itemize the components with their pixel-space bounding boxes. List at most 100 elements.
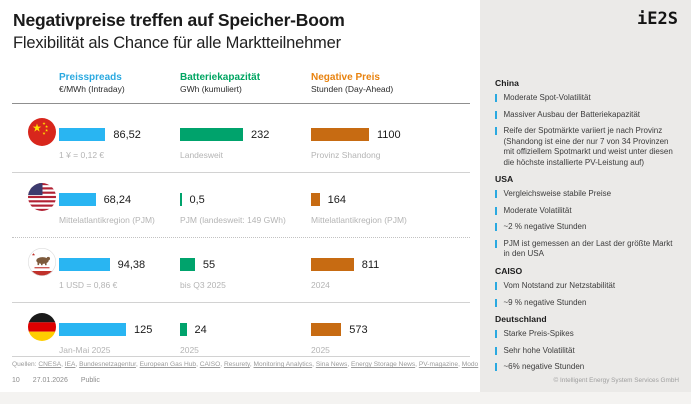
source-link[interactable]: Energy Storage News xyxy=(351,361,416,368)
cell-battery-capacity: 0,5 PJM (landesweit: 149 GWh) xyxy=(180,193,286,225)
sidebar-bullet: Starke Preis-Spikes xyxy=(495,329,680,340)
source-link[interactable]: Bundesnetzagentur xyxy=(79,361,136,368)
sidebar-bullet: ~2 % negative Stunden xyxy=(495,222,680,233)
bullet-text: Vom Notstand zur Netzstabilität xyxy=(503,281,616,291)
sidebar-bullet: ~6% negative Stunden xyxy=(495,362,680,373)
cell-price-spread: 86,52 1 ¥ = 0,12 € xyxy=(59,128,141,160)
cell-battery-capacity: 232 Landesweit xyxy=(180,128,269,160)
sidebar-bullet: PJM ist gemessen an der Last der größte … xyxy=(495,239,680,260)
bar-value: 86,52 xyxy=(113,128,141,141)
battery-capacity-bar xyxy=(180,258,195,271)
sidebar-bullet: Sehr hohe Volatilität xyxy=(495,346,680,357)
sidebar-bullet: Massiver Ausbau der Batteriekapazität xyxy=(495,110,680,121)
germany-flag-icon xyxy=(28,313,56,341)
bullet-text: Starke Preis-Spikes xyxy=(503,329,574,339)
bar-note: 2025 xyxy=(180,345,199,355)
bullet-marker-icon xyxy=(495,298,497,307)
slide-main-area: Negativpreise treffen auf Speicher-Boom … xyxy=(0,0,480,392)
bar-value: 232 xyxy=(251,128,270,141)
bar-note: 1 USD = 0,86 € xyxy=(59,280,118,290)
cell-negative-hours: 164 Mittelatlantikregion (PJM) xyxy=(311,193,407,225)
page-number: 10 xyxy=(12,377,20,384)
bullet-text: Sehr hohe Volatilität xyxy=(503,345,575,355)
source-link[interactable]: IEA xyxy=(64,361,76,368)
bar-note: Provinz Shandong xyxy=(311,150,381,160)
source-link[interactable]: Modo xyxy=(461,361,479,368)
cell-price-spread: 125 Jan-Mai 2025 xyxy=(59,323,152,355)
bar-value: 811 xyxy=(361,258,380,271)
bullet-marker-icon xyxy=(495,127,497,136)
bullet-marker-icon xyxy=(495,239,497,248)
cell-negative-hours: 573 2025 xyxy=(311,323,368,355)
row-divider xyxy=(12,356,470,357)
column-unit: €/MWh (Intraday) xyxy=(59,84,125,94)
row-divider-dotted xyxy=(12,237,470,238)
negative-hours-bar xyxy=(311,193,320,206)
slide-title: Negativpreise treffen auf Speicher-Boom xyxy=(13,10,345,30)
bullet-marker-icon xyxy=(495,363,497,372)
source-link[interactable]: European Gas Hub xyxy=(139,361,197,368)
bullet-marker-icon xyxy=(495,206,497,215)
bar-note: Mittelatlantikregion (PJM) xyxy=(59,215,155,225)
page-footer: 10 27.01.2026 Public xyxy=(12,377,100,384)
header-divider xyxy=(12,103,470,104)
bullet-text: PJM ist gemessen an der Last der größte … xyxy=(503,238,673,259)
bar-value: 1100 xyxy=(377,128,401,141)
bullet-text: ~6% negative Stunden xyxy=(503,362,585,372)
source-link[interactable]: Monitoring Analytics xyxy=(253,361,313,368)
price-spread-bar xyxy=(59,258,110,271)
table-row-germany: 125 Jan-Mai 2025 24 2025 573 2025 xyxy=(0,307,480,367)
battery-capacity-bar xyxy=(180,323,187,336)
bullet-text: Moderate Spot-Volatilität xyxy=(503,93,591,102)
column-header-negative-preis: Negative Preis Stunden (Day-Ahead) xyxy=(311,72,393,94)
negative-hours-bar xyxy=(311,323,342,336)
column-unit: Stunden (Day-Ahead) xyxy=(311,84,394,94)
source-link[interactable]: Resurety xyxy=(223,361,250,368)
price-spread-bar xyxy=(59,128,106,141)
bar-value: 68,24 xyxy=(103,193,132,206)
price-spread-bar xyxy=(59,323,126,336)
source-link[interactable]: Sina News xyxy=(315,361,348,368)
bullet-marker-icon xyxy=(495,282,497,291)
column-unit: GWh (kumuliert) xyxy=(180,84,242,94)
battery-capacity-bar xyxy=(180,193,182,206)
negative-hours-bar xyxy=(311,258,354,271)
column-header-batteriekapazitaet: Batteriekapazität GWh (kumuliert) xyxy=(180,72,260,94)
bullet-text: Reife der Spotmärkte variiert je nach Pr… xyxy=(503,126,673,167)
bar-value: 164 xyxy=(327,193,346,206)
bar-note: Mittelatlantikregion (PJM) xyxy=(311,215,407,225)
sidebar-section-title: USA xyxy=(495,174,514,185)
sidebar-section-title: CAISO xyxy=(495,266,523,277)
bottom-margin-strip xyxy=(0,392,691,404)
cell-negative-hours: 1100 Provinz Shandong xyxy=(311,128,401,160)
sidebar-section-title: China xyxy=(495,78,519,88)
bar-value: 24 xyxy=(194,323,207,336)
sidebar-bullet: ~9 % negative Stunden xyxy=(495,298,680,309)
cell-battery-capacity: 24 2025 xyxy=(180,323,207,355)
table-row-usa: 68,24 Mittelatlantikregion (PJM) 0,5 PJM… xyxy=(0,177,480,237)
table-row-china: 86,52 1 ¥ = 0,12 € 232 Landesweit 1100 P… xyxy=(0,112,480,172)
bullet-marker-icon xyxy=(495,110,497,119)
cell-battery-capacity: 55 bis Q3 2025 xyxy=(180,258,226,290)
sidebar-section-title: Deutschland xyxy=(495,314,547,325)
source-link[interactable]: CNESA xyxy=(38,361,62,368)
bullet-text: Vergleichsweise stabile Preise xyxy=(503,189,612,199)
bar-value: 55 xyxy=(202,258,216,271)
source-link[interactable]: PV-magazine xyxy=(418,361,459,368)
sidebar-bullet: Reife der Spotmärkte variiert je nach Pr… xyxy=(495,126,680,168)
sources-line: Quellen: CNESA, IEA, Bundesnetzagentur, … xyxy=(12,361,479,368)
bar-note: Jan-Mai 2025 xyxy=(59,345,111,355)
bar-value: 573 xyxy=(349,323,368,336)
bar-value: 94,38 xyxy=(117,258,146,271)
sidebar-bullet: Moderate Volatilität xyxy=(495,206,680,217)
bar-note: Landesweit xyxy=(180,150,224,160)
slide-subtitle: Flexibilität als Chance für alle Marktte… xyxy=(13,34,341,52)
footer-date: 27.01.2026 xyxy=(32,377,68,384)
bar-note: 1 ¥ = 0,12 € xyxy=(59,150,105,160)
row-divider xyxy=(12,302,470,303)
sidebar-bullet: Vom Notstand zur Netzstabilität xyxy=(495,281,680,292)
bar-note: bis Q3 2025 xyxy=(180,280,226,290)
column-label: Preisspreads xyxy=(59,72,122,83)
source-link[interactable]: CAISO xyxy=(199,361,221,368)
